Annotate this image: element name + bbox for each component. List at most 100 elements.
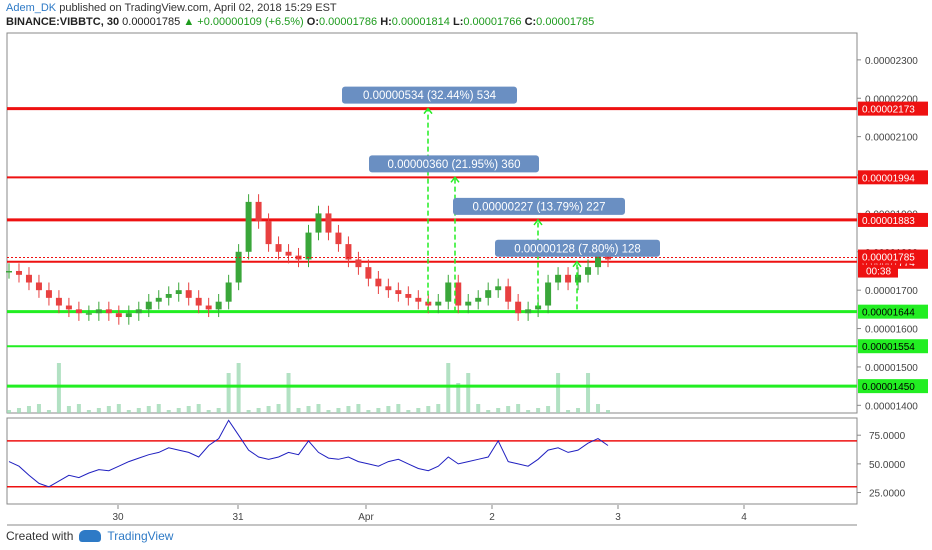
candle-body bbox=[365, 267, 372, 279]
volume-bar bbox=[226, 373, 231, 413]
created-with-text: Created with bbox=[6, 529, 74, 543]
candle-body bbox=[565, 274, 572, 283]
candle-body bbox=[385, 286, 392, 291]
volume-bar bbox=[386, 406, 391, 413]
volume-bar bbox=[376, 408, 381, 413]
volume-bar bbox=[246, 410, 251, 413]
candle-body bbox=[15, 270, 22, 275]
volume-bar bbox=[516, 404, 521, 413]
price-change: +0.00000109 (+6.5%) bbox=[197, 16, 304, 28]
current-price-bg bbox=[858, 249, 928, 264]
volume-bar bbox=[106, 406, 111, 413]
volume-bar bbox=[546, 406, 551, 413]
rsi-tick-label: 75.0000 bbox=[869, 431, 906, 442]
y-tick-label: 0.00002100 bbox=[865, 133, 918, 144]
close-value: 0.00001785 bbox=[536, 16, 595, 28]
candle-body bbox=[195, 297, 202, 306]
rsi-tick-label: 50.0000 bbox=[869, 460, 906, 471]
candle-body bbox=[345, 244, 352, 260]
volume-bar bbox=[116, 404, 121, 413]
candle-body bbox=[585, 267, 592, 275]
level-label: 0.00002173 bbox=[862, 105, 915, 116]
measure-label-bg bbox=[369, 155, 539, 173]
measure-label: 0.00000128 (7.80%) 128 bbox=[514, 243, 641, 255]
candle-body bbox=[355, 259, 362, 268]
volume-bar bbox=[96, 408, 101, 413]
volume-bar bbox=[496, 408, 501, 413]
volume-bar bbox=[446, 363, 451, 413]
publish-header: Adem_DK published on TradingView.com, Ap… bbox=[6, 2, 337, 14]
candle-body bbox=[275, 244, 282, 252]
candle-body bbox=[235, 251, 242, 283]
measure-arrow bbox=[423, 107, 433, 115]
candle-body bbox=[285, 251, 292, 256]
level-label-bg bbox=[858, 304, 928, 319]
y-tick-label: 0.00001700 bbox=[865, 286, 918, 297]
x-tick-label: 31 bbox=[232, 512, 244, 523]
level-label-bg bbox=[858, 379, 928, 394]
x-tick-label: 4 bbox=[741, 512, 747, 523]
candle-body bbox=[105, 309, 112, 314]
level-label-bg bbox=[858, 101, 928, 116]
volume-bar bbox=[526, 410, 531, 413]
footer: Created with TradingView bbox=[6, 529, 173, 543]
open-label: O: bbox=[306, 16, 319, 28]
low-value: 0.00001766 bbox=[463, 16, 522, 28]
candle-body bbox=[85, 313, 92, 315]
y-tick-label: 0.00001600 bbox=[865, 325, 918, 336]
volume-bar bbox=[236, 363, 241, 413]
candle-body bbox=[125, 313, 132, 318]
volume-bar bbox=[166, 410, 171, 413]
level-label-bg bbox=[858, 212, 928, 227]
volume-bar bbox=[216, 408, 221, 413]
rsi-tick-label: 25.0000 bbox=[869, 489, 906, 500]
candle-body bbox=[65, 305, 72, 310]
candle-body bbox=[6, 270, 12, 273]
tradingview-logo-icon bbox=[79, 530, 102, 542]
candle-body bbox=[35, 282, 42, 291]
volume-bar bbox=[16, 408, 21, 413]
candle-body bbox=[115, 313, 122, 318]
volume-bar bbox=[346, 406, 351, 413]
volume-bar bbox=[466, 373, 471, 413]
candle-body bbox=[445, 282, 452, 302]
candle-body bbox=[45, 290, 52, 298]
candle-body bbox=[315, 213, 322, 233]
candle-body bbox=[475, 297, 482, 302]
volume-bar bbox=[56, 363, 61, 413]
candle-body bbox=[515, 301, 522, 314]
author-link[interactable]: Adem_DK bbox=[6, 2, 57, 14]
candle-body bbox=[435, 301, 442, 306]
volume-bar bbox=[486, 410, 491, 413]
measure-label-bg bbox=[453, 197, 625, 215]
level-label: 0.00001554 bbox=[862, 342, 915, 353]
measure-label: 0.00000534 (32.44%) 534 bbox=[363, 90, 497, 102]
candle-body bbox=[395, 290, 402, 295]
volume-bar bbox=[46, 410, 51, 413]
candle-body bbox=[55, 297, 62, 306]
candle-body bbox=[95, 309, 102, 314]
measure-label: 0.00000360 (21.95%) 360 bbox=[388, 159, 521, 171]
published-text: published on TradingView.com, April 02, … bbox=[59, 2, 337, 14]
volume-bar bbox=[36, 404, 41, 413]
symbol-name: BINANCE:VIBBTC, 30 bbox=[6, 16, 120, 28]
candle-body bbox=[555, 274, 562, 283]
candle-body bbox=[225, 282, 232, 302]
candle-body bbox=[335, 232, 342, 245]
candle-body bbox=[465, 301, 472, 306]
close-label: C: bbox=[524, 16, 537, 28]
current-price-label: 0.00001785 bbox=[862, 253, 915, 264]
x-tick-label: Apr bbox=[358, 512, 374, 523]
measure-label-bg bbox=[342, 86, 517, 104]
measure-label-bg bbox=[495, 239, 660, 257]
candle-body bbox=[415, 297, 422, 302]
tradingview-brand[interactable]: TradingView bbox=[107, 529, 174, 543]
volume-bar bbox=[316, 404, 321, 413]
candle-body bbox=[485, 290, 492, 298]
volume-bar bbox=[326, 410, 331, 413]
volume-bar bbox=[396, 404, 401, 413]
candle-body bbox=[525, 309, 532, 314]
measure-arrow bbox=[533, 218, 543, 226]
volume-bar bbox=[7, 410, 11, 413]
